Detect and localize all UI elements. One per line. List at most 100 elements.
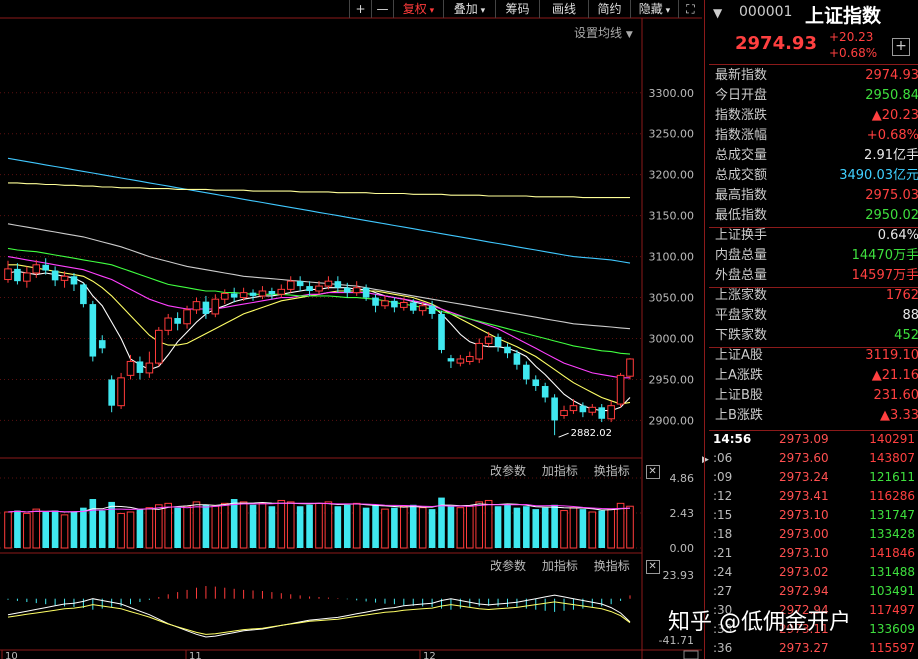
- candle-body: [579, 405, 587, 413]
- quote-label: 平盘家数: [715, 308, 768, 323]
- scroll-arrows-icon: [683, 650, 699, 659]
- quote-row: 上证换手 0.64%: [715, 226, 918, 246]
- volume-bar: [324, 501, 333, 549]
- toolbar-button-3[interactable]: 叠加 ▾: [443, 0, 495, 18]
- tick-cell: 2972.94: [779, 603, 829, 617]
- candle-body: [51, 270, 59, 281]
- macd-tick-label: 23.93: [663, 569, 695, 582]
- tick-cell: :09: [713, 470, 733, 484]
- volume-bar: [42, 511, 49, 548]
- volume-bar: [409, 504, 417, 548]
- quote-label: 最低指数: [715, 208, 768, 223]
- volume-bar: [428, 509, 436, 548]
- toolbar-button-5[interactable]: 画线: [539, 0, 588, 18]
- macd-dif-line: [7, 594, 631, 638]
- add-watchlist-button[interactable]: +: [892, 38, 910, 56]
- candle-body: [465, 356, 474, 362]
- volume-bar: [136, 509, 144, 548]
- candle-body: [145, 362, 154, 374]
- candle-body: [504, 346, 511, 354]
- volume-tick-label: 2.43: [670, 507, 695, 520]
- quote-row: 内盘总量 14470万手: [715, 246, 918, 266]
- current-price: 2974.93: [735, 33, 817, 54]
- quote-row: 最低指数 2950.02: [715, 206, 918, 226]
- candle-body: [192, 301, 201, 311]
- quote-value: ▲3.33: [880, 408, 918, 423]
- quote-row: 总成交额 3490.03亿元: [715, 166, 918, 186]
- close-icon[interactable]: ✕: [645, 559, 660, 574]
- volume-bar: [98, 510, 106, 548]
- tick-cell: 103491: [869, 584, 915, 598]
- close-icon[interactable]: ✕: [645, 464, 660, 479]
- candle-body: [315, 285, 323, 292]
- tick-cell: :27: [713, 584, 733, 598]
- candle-body: [136, 361, 144, 373]
- candle-body: [532, 379, 540, 387]
- tick-row: :15 2973.10 131747: [709, 506, 918, 525]
- edit-params-button[interactable]: 改参数: [490, 464, 527, 478]
- toolbar-button-0[interactable]: +: [349, 0, 371, 18]
- quote-label: 指数涨幅: [715, 128, 768, 143]
- tick-cell: 131488: [869, 565, 915, 579]
- tick-row: :18 2973.00 133428: [709, 525, 918, 544]
- quote-label: 上涨家数: [715, 288, 768, 303]
- quote-value: ▲20.23: [871, 108, 918, 123]
- toolbar-button-6[interactable]: 简约: [588, 0, 630, 18]
- kline-chart[interactable]: 3300.00 3250.00 3200.00 3150.00 3100.00 3050.…: [0, 0, 702, 659]
- quote-value: 0.64%: [877, 228, 918, 243]
- y-tick-label: 3200.00: [649, 169, 695, 182]
- candle-body: [4, 268, 12, 281]
- candle-body: [98, 340, 106, 349]
- quote-row: 最高指数 2975.03: [715, 186, 918, 206]
- low-price-label: 2882.02: [571, 428, 612, 439]
- volume-bar: [315, 502, 323, 549]
- toolbar-button-1[interactable]: —: [371, 0, 393, 18]
- x-tick-label: 10: [5, 651, 18, 659]
- y-tick-label: 3150.00: [649, 210, 695, 223]
- toolbar-button-4[interactable]: 筹码: [495, 0, 539, 18]
- price-change: +20.23 +0.68%: [829, 30, 878, 60]
- volume-bar: [438, 497, 445, 548]
- quote-label: 外盘总量: [715, 268, 768, 283]
- switch-indicator-button[interactable]: 换指标: [593, 464, 630, 478]
- tick-cell: 2973.60: [779, 451, 829, 465]
- tick-cell: 2973.02: [779, 565, 829, 579]
- volume-bar: [523, 506, 530, 548]
- volume-bar: [381, 508, 389, 549]
- candle-body: [428, 305, 436, 314]
- ma-line: [7, 157, 631, 264]
- add-indicator-button[interactable]: 加指标: [541, 559, 578, 573]
- volume-bar: [154, 504, 163, 549]
- toolbar-button-2[interactable]: 复权 ▾: [393, 0, 443, 18]
- volume-bar: [202, 504, 210, 548]
- chevron-down-icon[interactable]: ▼: [713, 6, 723, 20]
- edit-params-button[interactable]: 改参数: [490, 559, 527, 573]
- add-indicator-button[interactable]: 加指标: [541, 464, 578, 478]
- tick-row: :21 2973.10 141846: [709, 544, 918, 563]
- volume-bar: [211, 505, 220, 549]
- ma-settings-button[interactable]: 设置均线 ▼: [574, 26, 633, 40]
- collapse-handle-icon[interactable]: ▶: [702, 455, 709, 465]
- volume-bar: [465, 505, 474, 549]
- y-tick-label: 2900.00: [649, 414, 695, 427]
- candle-body: [598, 407, 606, 419]
- stock-code: 000001: [739, 4, 793, 20]
- volume-bar: [286, 501, 295, 549]
- quote-row: 上涨家数 1762: [715, 286, 918, 306]
- switch-indicator-button[interactable]: 换指标: [593, 559, 630, 573]
- toolbar-button-8[interactable]: ⛶: [678, 0, 702, 18]
- candle-body: [154, 329, 163, 364]
- tick-cell: :06: [713, 451, 733, 465]
- volume-bar: [372, 504, 379, 548]
- toolbar-button-7[interactable]: 隐藏 ▾: [630, 0, 678, 18]
- divider: [709, 227, 918, 228]
- candle-body: [418, 305, 427, 312]
- chart-area[interactable]: 3300.00 3250.00 3200.00 3150.00 3100.00 3050.…: [0, 0, 702, 659]
- quote-label: 上证换手: [715, 228, 768, 243]
- candle-body: [381, 300, 389, 307]
- candle-body: [230, 293, 238, 298]
- candle-body: [447, 358, 455, 362]
- tick-cell: :21: [713, 546, 733, 560]
- candle-body: [475, 342, 484, 360]
- volume-bar: [60, 514, 69, 549]
